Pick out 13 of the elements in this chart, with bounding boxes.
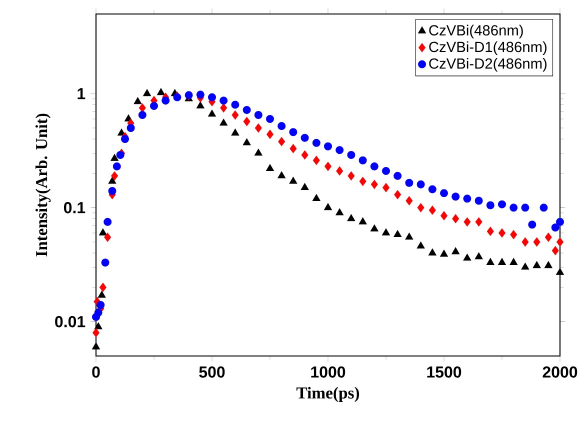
legend-label: CzVBi(486nm) (429, 24, 523, 38)
legend-label: CzVBi-D1(486nm) (429, 41, 547, 56)
y-tick-label: 1 (78, 88, 86, 100)
x-tick-label: 0 (92, 366, 100, 378)
x-tick-label: 2000 (542, 366, 578, 378)
legend-label: CzVBi-D2(486nm) (429, 58, 547, 72)
x-tick-label: 500 (199, 366, 225, 378)
x-axis-title: Time(ps) (296, 386, 360, 402)
y-tick-label: 0.1 (64, 202, 86, 214)
y-tick-label: 0.01 (55, 316, 86, 328)
x-tick-label: 1500 (427, 366, 462, 378)
x-tick-label: 1000 (311, 366, 346, 378)
y-axis-title: Intensity(Arb. Unit) (35, 114, 51, 256)
